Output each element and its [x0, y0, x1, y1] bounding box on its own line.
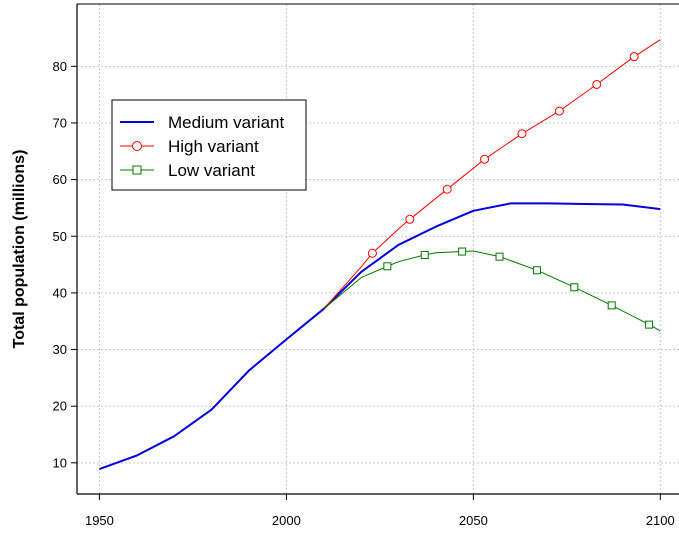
legend-label-2: Low variant	[168, 161, 255, 180]
legend-box	[111, 99, 307, 191]
data-point-square	[607, 301, 616, 310]
tick-labels: 10 20 30 40 50 60 70 80 1950 2000 2050 2100	[53, 59, 675, 528]
data-point-square	[645, 320, 654, 329]
y-tick-label: 70	[53, 115, 67, 130]
data-point-square	[420, 250, 429, 259]
data-point-circle	[442, 184, 452, 194]
legend-label-1: High variant	[168, 137, 259, 156]
y-tick-label: 10	[53, 455, 67, 470]
y-tick-label: 60	[53, 172, 67, 187]
data-point-circle	[629, 52, 639, 62]
data-point-square	[570, 283, 579, 292]
y-tick-label: 40	[53, 285, 67, 300]
data-point-square	[458, 247, 467, 256]
data-point-square	[495, 252, 504, 261]
data-point-circle	[592, 79, 602, 89]
data-point-circle	[554, 106, 564, 116]
data-point-circle	[367, 248, 377, 258]
data-point-square	[532, 266, 541, 275]
data-point-circle	[517, 129, 527, 139]
series-lines	[99, 39, 661, 471]
x-tick-label: 1950	[85, 513, 114, 528]
y-axis-title: Total population (millions)	[11, 150, 28, 349]
data-point-circle	[480, 154, 490, 164]
y-tick-label: 30	[53, 342, 67, 357]
data-point-square	[383, 262, 392, 271]
series-line-1	[323, 39, 661, 310]
data-point-circle	[405, 214, 415, 224]
series-line-0	[99, 202, 661, 471]
x-tick-label: 2050	[459, 513, 488, 528]
legend-label-0: Medium variant	[168, 113, 284, 132]
axes	[71, 3, 679, 500]
legend: Medium variant High variant Low variant	[111, 99, 307, 191]
legend-marker-square	[132, 165, 142, 175]
grid	[77, 4, 679, 494]
y-tick-label: 50	[53, 229, 67, 244]
legend-marker-circle	[132, 141, 142, 151]
x-tick-label: 2000	[272, 513, 301, 528]
y-tick-label: 80	[53, 59, 67, 74]
x-tick-label: 2100	[646, 513, 675, 528]
y-tick-label: 20	[53, 399, 67, 414]
